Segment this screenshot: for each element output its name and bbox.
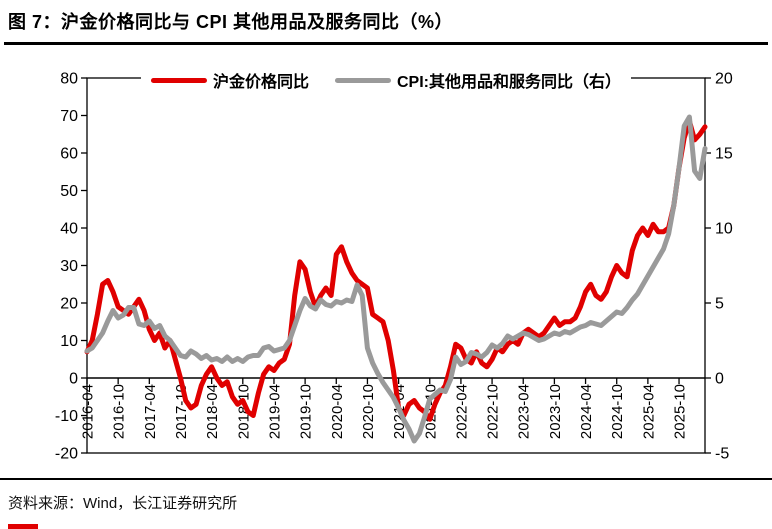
cpi-line-swatch [335,77,391,83]
legend-label-gold: 沪金价格同比 [212,74,309,91]
left-tick-label: 40 [60,221,78,238]
gold-line [84,118,708,422]
left-tick-label: 0 [69,371,78,388]
legend-item-gold: 沪金价格同比 [150,68,309,92]
gold-line-swatch [150,77,207,83]
left-axis-labels: 80 70 60 50 40 30 20 10 0 -10 -20 [55,71,87,463]
x-axis-labels: 2016-04 2016-10 2017-04 2017-10 2018-04 2018-… [80,378,689,439]
left-tick-label: 70 [60,108,78,125]
left-tick-label: 50 [60,183,78,200]
source-note: 资料来源：Wind，长江证券研究所 [8,495,238,512]
legend-label-cpi: CPI:其他用品和服务同比（右） [397,74,622,91]
title-divider [4,42,768,45]
left-tick-label: 10 [60,333,78,350]
figure-title: 图 7：沪金价格同比与 CPI 其他用品及服务同比（%） [8,12,454,32]
right-tick-label: 10 [715,221,733,238]
x-tick-label: 2018-10 [235,384,252,439]
x-tick-label: 2023-04 [516,384,533,439]
x-tick-label: 2019-10 [298,384,315,439]
x-tick-label: 2017-04 [142,384,159,439]
x-tick-label: 2022-04 [453,384,470,439]
left-tick-label: -20 [55,446,78,463]
x-tick-label: 2025-04 [640,384,657,439]
x-tick-label: 2023-10 [547,384,564,439]
left-tick-label: -10 [55,408,78,425]
x-tick-label: 2022-10 [485,384,502,439]
x-tick-label: 2020-04 [329,384,346,439]
cpi-line [84,114,708,444]
left-tick-label: 30 [60,258,78,275]
left-tick-label: 20 [60,296,78,313]
x-tick-label: 2024-04 [578,384,595,439]
right-tick-label: -5 [715,446,729,463]
right-tick-label: 0 [715,371,724,388]
right-tick-label: 20 [715,71,733,88]
x-tick-label: 2025-10 [672,384,689,439]
x-tick-label: 2016-10 [111,384,128,439]
x-tick-label: 2016-04 [80,384,97,439]
right-axis-labels: 20 15 10 5 0 -5 [705,71,733,463]
left-tick-label: 60 [60,146,78,163]
x-tick-label: 2019-04 [266,384,283,439]
left-tick-label: 80 [60,71,78,88]
x-tick-label: 2024-10 [609,384,626,439]
right-tick-label: 15 [715,146,733,163]
bottom-divider [0,478,772,480]
legend-item-cpi: CPI:其他用品和服务同比（右） [335,68,621,92]
right-tick-label: 5 [715,296,724,313]
page-red-mark [8,524,38,529]
x-tick-label: 2018-04 [204,384,221,439]
x-tick-label: 2020-10 [360,384,377,439]
chart-legend: 沪金价格同比 CPI:其他用品和服务同比（右） [140,66,632,94]
